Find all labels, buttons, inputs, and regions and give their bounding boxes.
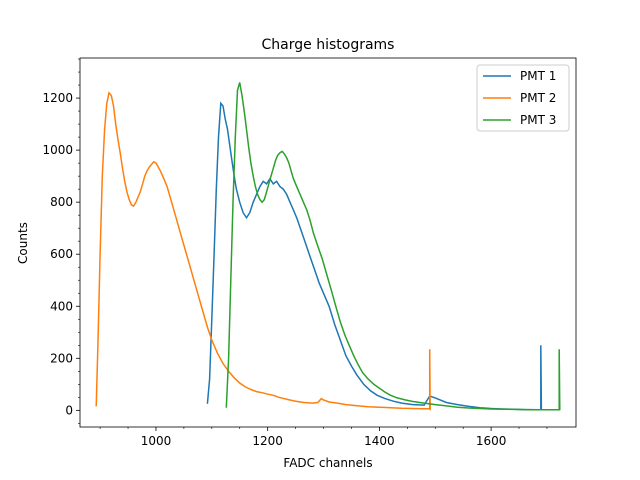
legend-box bbox=[476, 64, 570, 132]
legend-label-3: PMT 3 bbox=[520, 113, 556, 127]
series-line-2 bbox=[95, 91, 431, 411]
axes-frame bbox=[79, 57, 577, 428]
x-axis-label: FADC channels bbox=[283, 456, 372, 470]
series-line-3 bbox=[225, 82, 561, 411]
y-tick-label: 400 bbox=[50, 299, 73, 313]
y-tick-label: 200 bbox=[50, 351, 73, 365]
chart-title: Charge histograms bbox=[262, 37, 395, 53]
y-tick-label: 1200 bbox=[42, 91, 73, 105]
axes-ticks: 1000 1200 1400 1600 0 200 400 600 800 1000 1200 bbox=[42, 57, 577, 448]
y-tick-label: 800 bbox=[50, 195, 73, 209]
x-tick-label: 1400 bbox=[364, 434, 395, 448]
y-axis-label: Counts bbox=[16, 222, 30, 264]
legend-label-2: PMT 2 bbox=[520, 91, 556, 105]
series-line-1 bbox=[206, 101, 543, 411]
x-tick-label: 1000 bbox=[141, 434, 172, 448]
x-tick-label: 1200 bbox=[252, 434, 283, 448]
x-tick-label: 1600 bbox=[476, 434, 507, 448]
legend-label-1: PMT 1 bbox=[520, 69, 556, 83]
y-tick-label: 0 bbox=[65, 403, 73, 417]
legend: PMT 1 PMT 2 PMT 3 bbox=[476, 64, 570, 132]
y-tick-label: 600 bbox=[50, 247, 73, 261]
plot-area bbox=[95, 82, 561, 411]
y-tick-label: 1000 bbox=[42, 143, 73, 157]
